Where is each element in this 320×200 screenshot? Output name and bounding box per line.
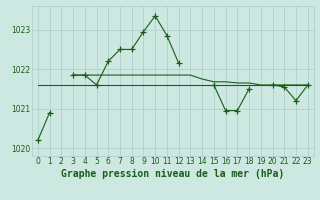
X-axis label: Graphe pression niveau de la mer (hPa): Graphe pression niveau de la mer (hPa) — [61, 169, 284, 179]
